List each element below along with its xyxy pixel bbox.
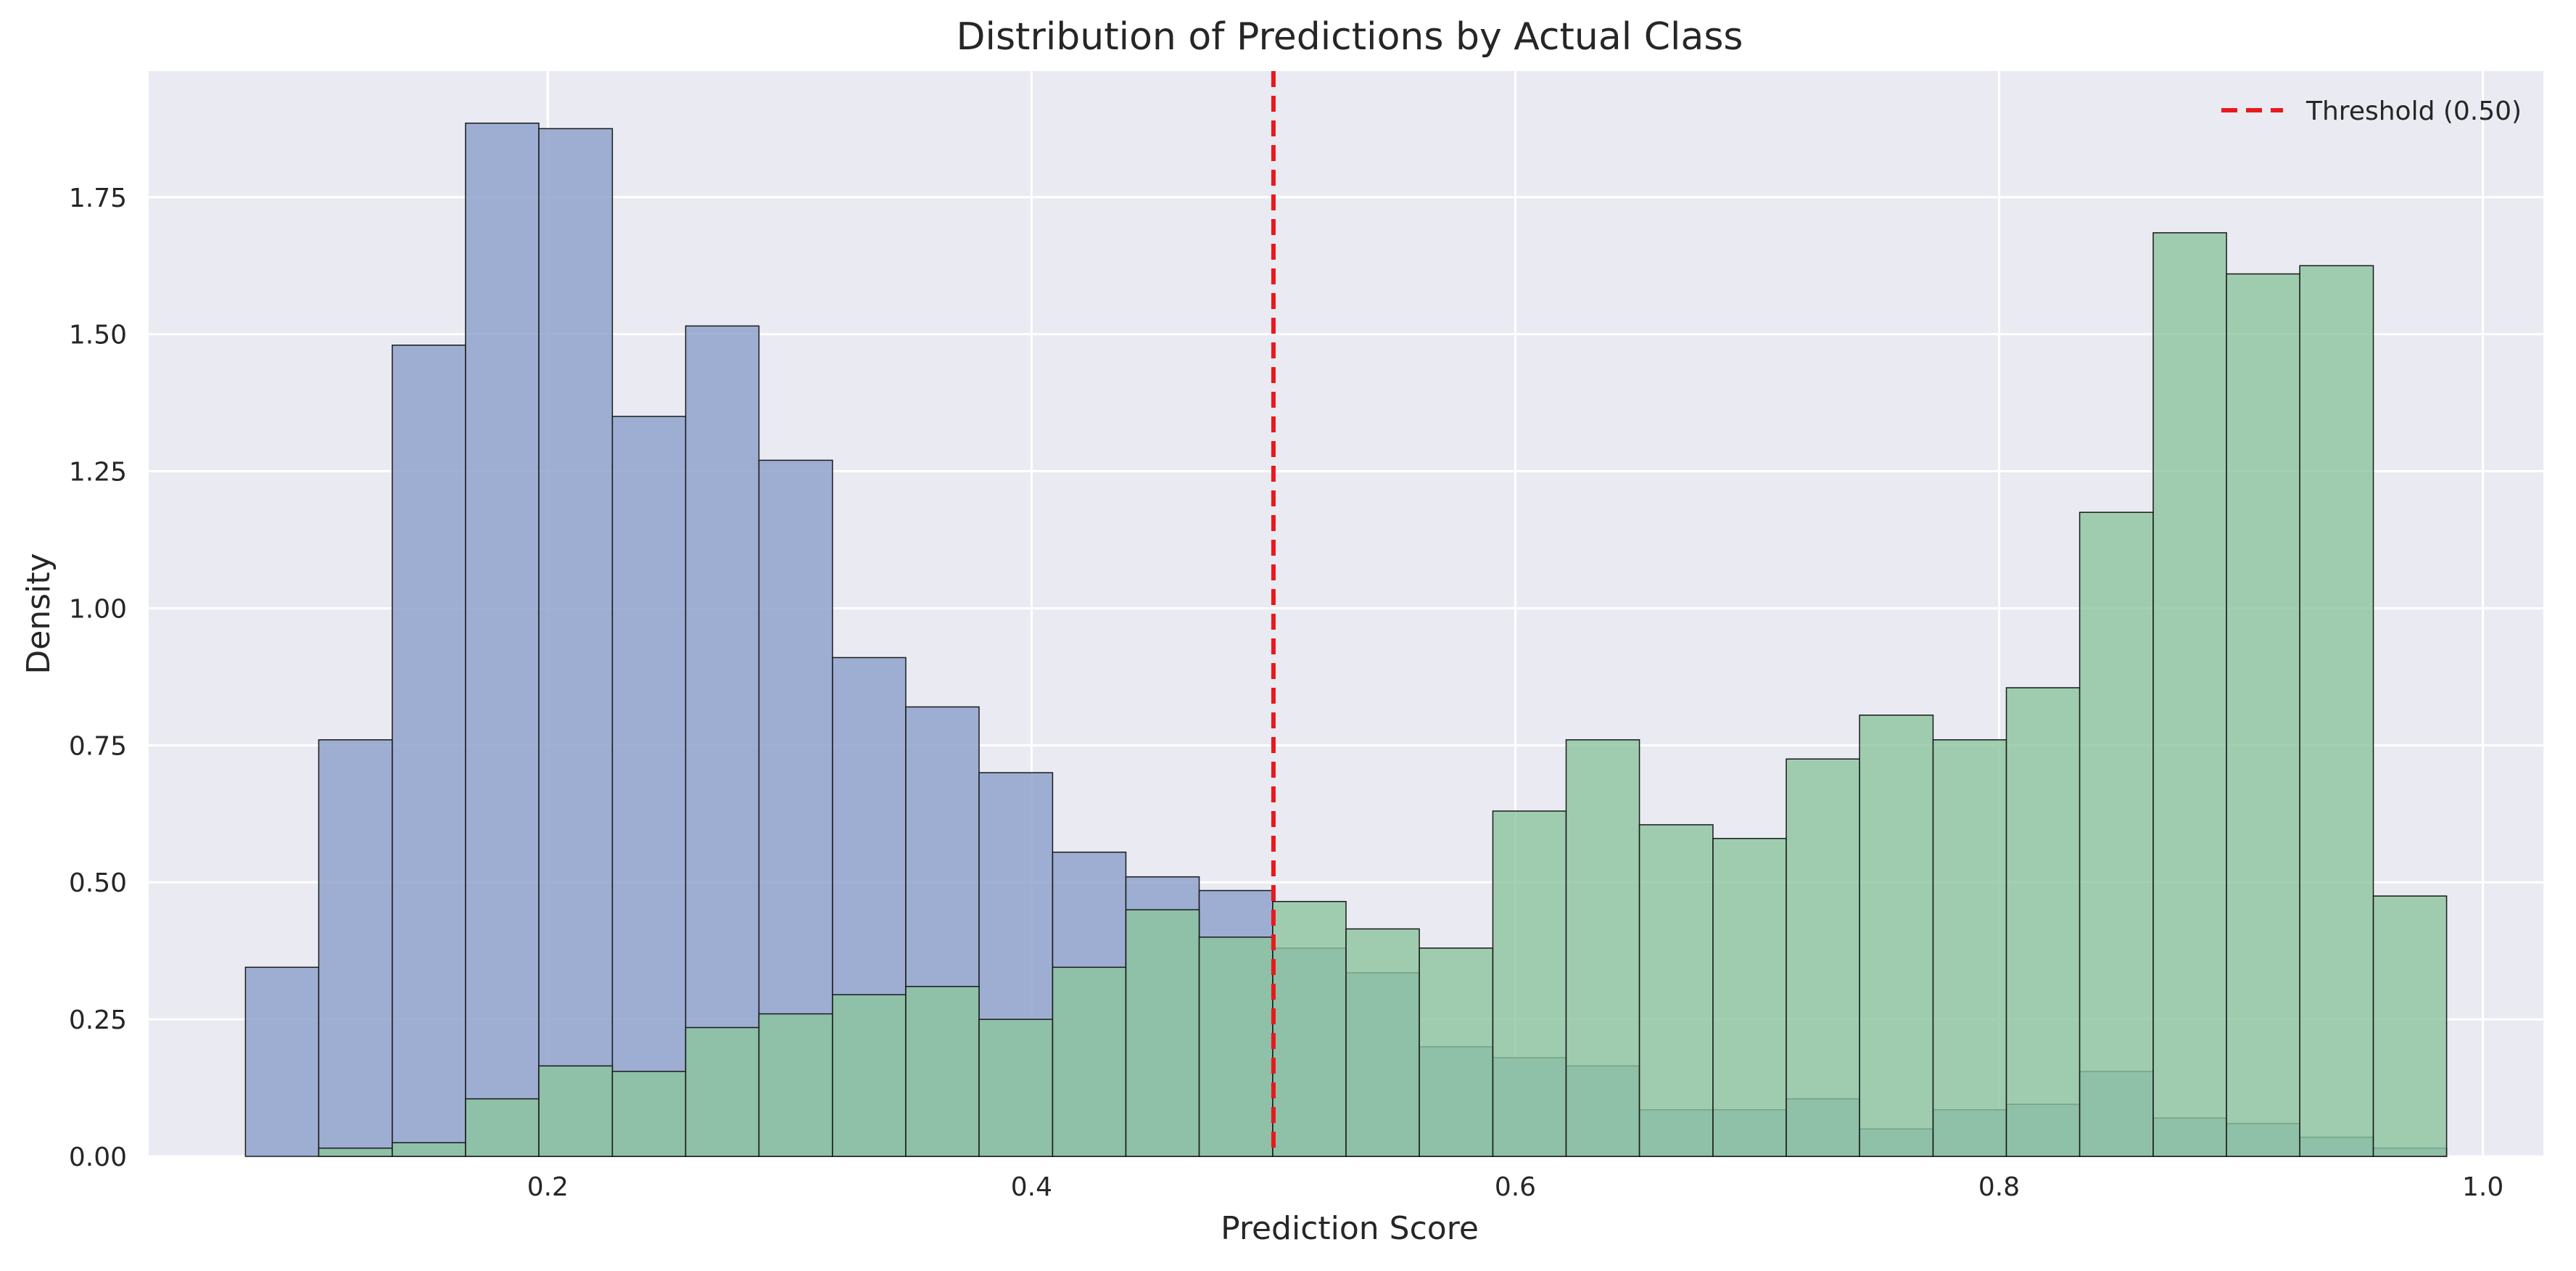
histogram-bar-series-2 xyxy=(2226,273,2300,1157)
histogram-bar-series-2 xyxy=(2372,895,2448,1157)
histogram-bar-series-2 xyxy=(1932,739,2007,1157)
y-tick-label: 0.50 xyxy=(69,868,127,898)
y-tick-label: 0.25 xyxy=(69,1005,127,1035)
y-tick-label: 0.75 xyxy=(69,731,127,761)
histogram-bar-series-2 xyxy=(1712,838,1787,1157)
histogram-bar-series-2 xyxy=(318,1147,393,1157)
histogram-bar-series-2 xyxy=(978,1019,1054,1157)
y-axis-label: Density xyxy=(20,553,57,674)
x-tick-label: 0.2 xyxy=(527,1172,569,1202)
histogram-bar-series-2 xyxy=(1272,900,1347,1157)
y-tick-label: 1.25 xyxy=(69,458,127,488)
histogram-bar-series-2 xyxy=(758,1013,833,1157)
histogram-bar-series-2 xyxy=(2078,511,2154,1157)
x-axis-label: Prediction Score xyxy=(1221,1210,1479,1247)
y-tick-label: 0.00 xyxy=(69,1143,127,1172)
histogram-bar-series-1 xyxy=(244,966,320,1157)
y-tick-label: 1.75 xyxy=(69,184,127,213)
histogram-bar-series-1 xyxy=(685,325,760,1157)
histogram-bar-series-2 xyxy=(538,1065,614,1157)
histogram-bar-series-2 xyxy=(2005,687,2081,1157)
histogram-bar-series-2 xyxy=(1198,937,1273,1157)
y-tick-label: 1.00 xyxy=(69,594,127,624)
histogram-bar-series-1 xyxy=(611,416,687,1157)
y-tick-label: 1.50 xyxy=(69,321,127,350)
histogram-bar-series-2 xyxy=(611,1071,687,1157)
y-tick-labels: 0.00 0.25 0.50 0.75 1.00 1.25 1.50 1.75 xyxy=(69,184,127,1172)
x-tick-label: 0.8 xyxy=(1978,1172,2020,1202)
histogram-bar-series-2 xyxy=(465,1098,540,1157)
histogram-bar-series-2 xyxy=(1638,824,1714,1157)
histogram-bar-series-2 xyxy=(1419,947,1494,1157)
histogram-bar-series-2 xyxy=(1492,810,1567,1157)
histogram-bar-series-1 xyxy=(465,123,540,1157)
legend-threshold-label: Threshold (0.50) xyxy=(2305,96,2522,126)
histogram-bar-series-2 xyxy=(2299,265,2374,1157)
x-tick-label: 1.0 xyxy=(2462,1172,2503,1202)
histogram-bars xyxy=(244,123,2448,1157)
histogram-bar-series-2 xyxy=(1786,758,1860,1157)
x-tick-labels: 0.2 0.4 0.6 0.8 1.0 xyxy=(527,1172,2504,1202)
histogram-bar-series-2 xyxy=(832,994,907,1157)
histogram-bar-series-2 xyxy=(1052,966,1127,1157)
histogram-bar-series-2 xyxy=(1125,909,1200,1157)
histogram-bar-series-2 xyxy=(1859,715,1934,1157)
histogram-bar-series-1 xyxy=(538,128,614,1157)
x-tick-label: 0.6 xyxy=(1495,1172,1536,1202)
legend: Threshold (0.50) xyxy=(2221,96,2522,126)
x-tick-label: 0.4 xyxy=(1011,1172,1052,1202)
histogram-bar-series-1 xyxy=(318,739,393,1157)
chart-title: Distribution of Predictions by Actual Cl… xyxy=(956,15,1743,59)
histogram-bar-series-2 xyxy=(685,1027,760,1157)
histogram-bar-series-2 xyxy=(1345,928,1420,1157)
histogram-bar-series-2 xyxy=(392,1142,466,1157)
histogram-bar-series-2 xyxy=(905,986,980,1157)
histogram-bar-series-2 xyxy=(2152,232,2227,1157)
histogram-bar-series-1 xyxy=(392,345,466,1157)
histogram-bar-series-2 xyxy=(1565,739,1640,1157)
